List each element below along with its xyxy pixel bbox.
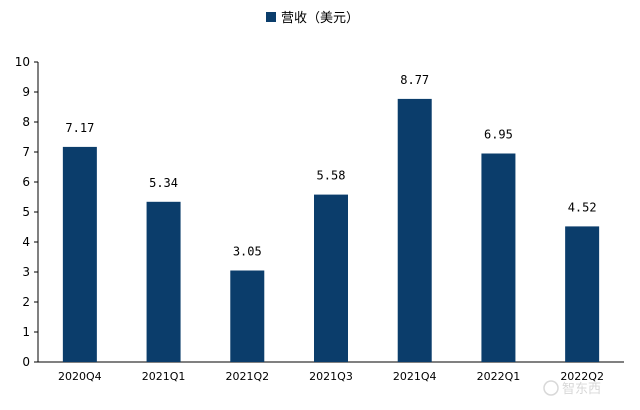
category-label-2022Q2: 2022Q2 (560, 370, 604, 383)
data-labels: 7.17 5.34 3.05 5.58 8.77 6.95 4.52 (65, 73, 596, 259)
watermark: 智东西 (543, 380, 601, 397)
y-tick-label: 10 (15, 55, 30, 69)
legend: 营收（美元） (266, 11, 359, 26)
y-tick-label: 5 (22, 205, 30, 219)
data-label-2021Q3: 5.58 (317, 169, 346, 183)
data-label-2022Q2: 4.52 (568, 200, 597, 214)
category-label-2021Q2: 2021Q2 (225, 370, 269, 383)
y-tick-label: 2 (22, 295, 30, 309)
y-tick-label: 9 (22, 85, 30, 99)
y-ticks: 0 1 2 3 4 5 6 7 8 9 10 (15, 55, 38, 369)
bars (62, 98, 600, 363)
data-label-2021Q4: 8.77 (400, 73, 429, 87)
data-label-2020Q4: 7.17 (65, 121, 94, 135)
bar-2020Q4 (62, 146, 97, 362)
y-tick-label: 8 (22, 115, 30, 129)
y-tick-label: 7 (22, 145, 30, 159)
category-labels: 2020Q4 2021Q1 2021Q2 2021Q3 2021Q4 2022Q1 2022… (58, 370, 604, 383)
bar-2021Q1 (146, 201, 181, 362)
y-tick-label: 1 (22, 325, 30, 339)
category-label-2022Q1: 2022Q1 (477, 370, 521, 383)
y-tick-label: 6 (22, 175, 30, 189)
category-label-2021Q3: 2021Q3 (309, 370, 353, 383)
watermark-logo-icon (543, 380, 559, 396)
bar-2021Q3 (314, 194, 348, 362)
category-label-2021Q4: 2021Q4 (393, 370, 437, 383)
y-tick-label: 3 (22, 265, 30, 279)
bar-2022Q2 (565, 226, 600, 362)
bar-2022Q1 (481, 153, 516, 362)
data-label-2021Q1: 5.34 (149, 176, 178, 190)
data-label-2021Q2: 3.05 (233, 245, 262, 259)
legend-label: 营收（美元） (281, 11, 359, 26)
bar-2021Q4 (397, 98, 432, 363)
bar-2021Q2 (230, 270, 265, 362)
y-tick-label: 0 (22, 355, 30, 369)
data-label-2022Q1: 6.95 (484, 128, 513, 142)
y-tick-label: 4 (22, 235, 30, 249)
category-label-2020Q4: 2020Q4 (58, 370, 102, 383)
watermark-text: 智东西 (562, 382, 601, 397)
legend-swatch (266, 12, 276, 22)
category-label-2021Q1: 2021Q1 (142, 370, 186, 383)
